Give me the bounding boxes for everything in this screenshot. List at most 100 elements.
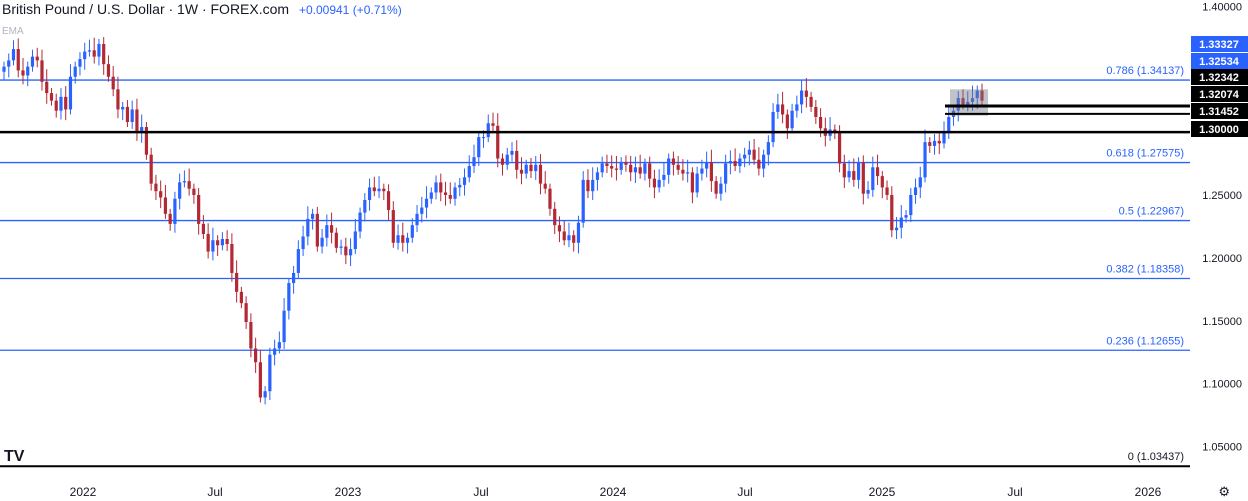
candle-body (875, 167, 880, 177)
candle-body (230, 244, 234, 273)
candle-body (258, 362, 262, 398)
price-tag-bg (1191, 86, 1248, 102)
candle-body (348, 249, 353, 256)
candle-body (239, 291, 243, 304)
candle (643, 158, 647, 181)
candle (192, 183, 196, 204)
candle (686, 159, 690, 183)
indicator-label[interactable]: EMA (2, 26, 24, 37)
candle (420, 196, 424, 223)
x-axis-bg (0, 478, 1248, 501)
candle-body (458, 184, 462, 188)
candle-body (244, 303, 248, 323)
candle (543, 171, 547, 194)
candle (762, 149, 766, 178)
candle-body (975, 90, 979, 99)
candle (880, 171, 884, 199)
candle (467, 155, 471, 183)
candle-body (339, 246, 343, 248)
price-tag-bg (1191, 69, 1248, 85)
candle (581, 171, 585, 228)
candle-body (847, 171, 851, 178)
candle (83, 42, 87, 70)
gear-icon[interactable]: ⚙ (1218, 484, 1230, 499)
candle (325, 214, 329, 247)
candle-body (918, 177, 922, 188)
candle (681, 159, 685, 181)
y-tick-label: 1.15000 (1202, 316, 1242, 328)
candle-body (562, 231, 566, 241)
candle-body (477, 137, 481, 158)
candle-body (87, 50, 92, 52)
candle-body (211, 240, 215, 252)
candle (776, 93, 780, 119)
candle (524, 159, 528, 179)
candle (159, 180, 163, 209)
candle-body (705, 162, 709, 169)
tradingview-logo[interactable]: TV (4, 448, 25, 465)
candle (282, 298, 286, 350)
candle (78, 52, 82, 76)
candle-body (970, 98, 975, 102)
candle (92, 37, 96, 64)
fib-label: 0.5 (1.22967) (1119, 206, 1184, 218)
candle-body (83, 51, 87, 60)
candle-body (724, 163, 728, 184)
candle-body (443, 192, 448, 195)
price-tag: 1.32342 (1191, 69, 1248, 85)
candle-body (538, 164, 543, 184)
price-tag-label: 1.33327 (1199, 39, 1239, 51)
fib-label: 0.382 (1.18358) (1106, 264, 1184, 276)
candle-body (510, 150, 514, 155)
candle (557, 216, 562, 243)
candle (610, 155, 614, 178)
candle (230, 233, 234, 282)
candle-body (178, 182, 182, 199)
candle-body (97, 44, 101, 57)
candle-body (947, 116, 951, 133)
candle (358, 207, 362, 239)
candle-body (899, 217, 903, 228)
candle-body (386, 191, 391, 211)
candle (429, 187, 433, 204)
price-tag-bg (1191, 53, 1248, 69)
candle (111, 66, 115, 97)
candle (747, 140, 751, 166)
candle-body (249, 322, 253, 349)
candle-body (106, 64, 111, 77)
candle (875, 154, 880, 185)
price-tag-label: 1.32342 (1199, 72, 1239, 84)
candle-body (135, 109, 139, 133)
y-tick-label: 1.05000 (1202, 442, 1242, 454)
candle (106, 55, 111, 82)
candle (206, 223, 210, 259)
candle (695, 166, 699, 198)
candle-body (885, 187, 889, 195)
candle-body (771, 111, 775, 143)
candle (97, 38, 101, 66)
candle (163, 184, 168, 219)
candle-body (125, 106, 130, 123)
candle-body (92, 50, 96, 57)
price-tag: 1.32074 (1191, 86, 1248, 102)
candle (434, 175, 438, 200)
candle-body (382, 188, 386, 192)
candle-body (747, 149, 751, 155)
candle (424, 186, 429, 219)
candle (662, 162, 666, 187)
candle-body (818, 116, 823, 129)
candle (500, 153, 505, 176)
candle (809, 91, 813, 112)
candle (315, 206, 319, 252)
candle (890, 186, 894, 238)
candle (320, 228, 324, 254)
candle (752, 138, 756, 165)
candle-body (415, 213, 419, 226)
candle (443, 181, 448, 206)
candle (591, 167, 595, 201)
key-levels (0, 104, 1190, 134)
candle-body (68, 76, 73, 110)
candle (344, 237, 348, 265)
x-tick-label: Jul (207, 485, 222, 499)
